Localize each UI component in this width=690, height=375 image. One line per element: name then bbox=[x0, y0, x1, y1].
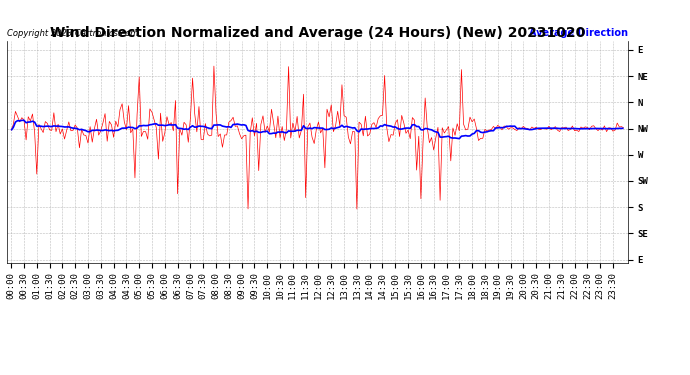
Title: Wind Direction Normalized and Average (24 Hours) (New) 20231020: Wind Direction Normalized and Average (2… bbox=[50, 26, 585, 40]
Text: Average Direction: Average Direction bbox=[529, 28, 628, 38]
Text: Copyright 2023 Cartronics.com: Copyright 2023 Cartronics.com bbox=[7, 29, 138, 38]
